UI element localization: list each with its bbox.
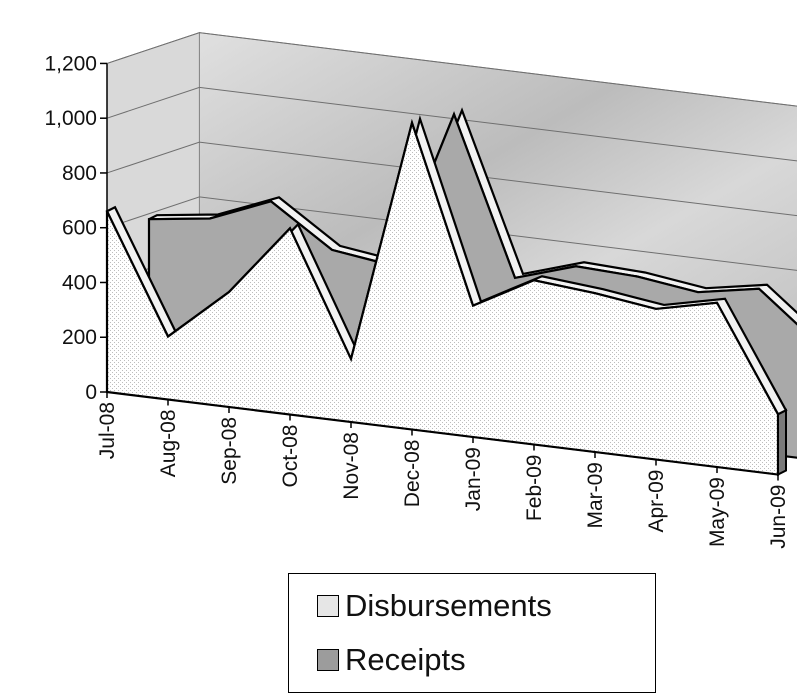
- gridline: [106, 196, 797, 271]
- y-tick-label: 200: [62, 326, 97, 349]
- series-disbursements-endcap: [777, 408, 787, 477]
- legend-swatch-disbursements: [317, 595, 339, 617]
- gridline: [106, 32, 797, 107]
- series: [105, 107, 797, 477]
- x-tick-label: Nov-08: [340, 432, 363, 500]
- y-tick-label: 1,200: [44, 52, 97, 75]
- x-tick-labels: Jul-08 Aug-08 Sep-08 Oct-08 Nov-08 Dec-08 Jan-…: [96, 402, 790, 549]
- x-tick-label: Jan-09: [462, 447, 485, 511]
- x-tick-label: Sep-08: [218, 417, 241, 485]
- y-tick-label: 1,000: [44, 107, 97, 130]
- y-tick-labels: 0 200 400 600 800 1,000 1,200: [44, 52, 97, 404]
- x-tick-label: Feb-09: [523, 455, 546, 522]
- y-tick-label: 400: [62, 271, 97, 294]
- x-tick-label: May-09: [706, 477, 729, 547]
- x-tick-label: Apr-09: [645, 470, 668, 533]
- legend-label-disbursements: Disbursements: [345, 588, 552, 623]
- x-tick-label: Dec-08: [401, 440, 424, 508]
- y-tick-label: 800: [62, 162, 97, 185]
- gridline: [106, 141, 797, 217]
- gridline: [106, 86, 797, 162]
- x-tick-label: Oct-08: [279, 425, 302, 488]
- series-disbursements-area: [105, 118, 780, 476]
- legend-swatch-receipts: [317, 649, 339, 671]
- legend-item-disbursements: Disbursements: [317, 588, 552, 624]
- legend-item-receipts: Receipts: [317, 642, 466, 678]
- x-tick-label: Jul-08: [96, 402, 119, 459]
- x-tick-label: Mar-09: [584, 462, 607, 529]
- legend: Disbursements Receipts: [288, 573, 656, 693]
- x-tick-label: Aug-08: [157, 410, 180, 478]
- y-tick-label: 0: [85, 381, 97, 404]
- y-tick-label: 600: [62, 217, 97, 240]
- legend-label-receipts: Receipts: [345, 642, 466, 677]
- x-tick-label: Jun-09: [767, 485, 790, 549]
